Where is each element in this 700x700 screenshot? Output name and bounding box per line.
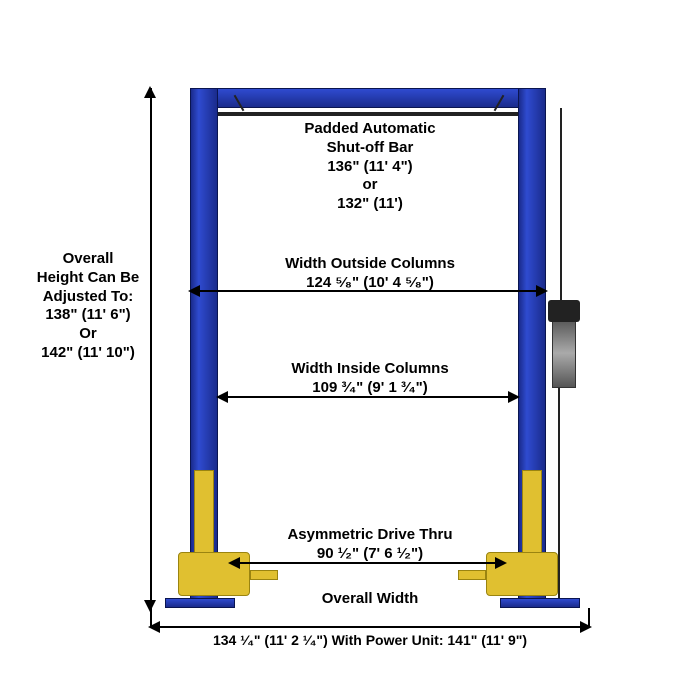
label-height-line6: 142" (11' 10") xyxy=(41,344,135,361)
label-height-line2: Height Can Be xyxy=(37,269,140,286)
label-shutoff-line1: Padded Automatic xyxy=(304,120,435,137)
lift-crossbar xyxy=(190,88,546,108)
power-hose xyxy=(558,388,560,598)
label-height: Overall Height Can Be Adjusted To: 138" … xyxy=(18,250,158,363)
dim-outside-arrow-r xyxy=(536,285,548,297)
label-shutoff-line3: 136" (11' 4") xyxy=(327,158,412,175)
label-shutoff: Padded Automatic Shut-off Bar 136" (11' … xyxy=(270,120,470,214)
label-height-line4: 138" (11' 6") xyxy=(45,306,130,323)
shutoff-bar xyxy=(218,112,518,116)
label-drivethru: Asymmetric Drive Thru 90 ¹⁄₂" (7' 6 ¹⁄₂"… xyxy=(270,526,470,564)
dim-inside-arrow-r xyxy=(508,391,520,403)
label-overall-width-title: Overall Width xyxy=(270,590,470,609)
dim-overallwidth-tick-r xyxy=(588,608,590,628)
label-height-line3: Adjusted To: xyxy=(43,288,134,305)
dim-inside-arrow-l xyxy=(216,391,228,403)
lift-arm-left-pad xyxy=(250,570,278,580)
label-drivethru-line1: Asymmetric Drive Thru xyxy=(287,526,452,543)
label-shutoff-line2: Shut-off Bar xyxy=(327,139,414,156)
label-overallwidth-line1: Overall Width xyxy=(322,590,419,607)
label-shutoff-line4: or xyxy=(363,176,378,193)
power-cable xyxy=(560,108,562,300)
dim-drivethru-arrow-r xyxy=(495,557,507,569)
power-unit-motor xyxy=(548,300,580,322)
dim-overall-height-arrow-top xyxy=(144,86,156,98)
dim-overallwidth-line xyxy=(150,626,590,628)
label-inside-line2: 109 ³⁄₄" (9' 1 ³⁄₄") xyxy=(312,379,427,396)
lift-arm-right-upper xyxy=(522,470,542,555)
label-height-line1: Overall xyxy=(63,250,114,267)
baseplate-right xyxy=(500,598,580,608)
dim-drivethru-arrow-l xyxy=(228,557,240,569)
lift-arm-right-pad xyxy=(458,570,486,580)
label-drivethru-line2: 90 ¹⁄₂" (7' 6 ¹⁄₂") xyxy=(317,545,423,562)
baseplate-left xyxy=(165,598,235,608)
label-overall-width-value: 134 ¹⁄₄" (11' 2 ¹⁄₄") With Power Unit: 1… xyxy=(150,632,590,650)
label-outside: Width Outside Columns 124 ⁵⁄₈" (10' 4 ⁵⁄… xyxy=(270,255,470,293)
label-height-line5: Or xyxy=(79,325,97,342)
label-outside-line1: Width Outside Columns xyxy=(285,255,455,272)
label-inside-line1: Width Inside Columns xyxy=(291,360,448,377)
power-unit xyxy=(552,318,576,388)
lift-arm-left-upper xyxy=(194,470,214,555)
dim-outside-arrow-l xyxy=(188,285,200,297)
dim-overallwidth-tick-l xyxy=(150,608,152,628)
label-shutoff-line5: 132" (11') xyxy=(337,195,403,212)
label-inside: Width Inside Columns 109 ³⁄₄" (9' 1 ³⁄₄"… xyxy=(270,360,470,398)
label-outside-line2: 124 ⁵⁄₈" (10' 4 ⁵⁄₈") xyxy=(306,274,434,291)
label-overallwidth-line2: 134 ¹⁄₄" (11' 2 ¹⁄₄") With Power Unit: 1… xyxy=(213,632,527,648)
diagram-canvas: Padded Automatic Shut-off Bar 136" (11' … xyxy=(0,0,700,700)
